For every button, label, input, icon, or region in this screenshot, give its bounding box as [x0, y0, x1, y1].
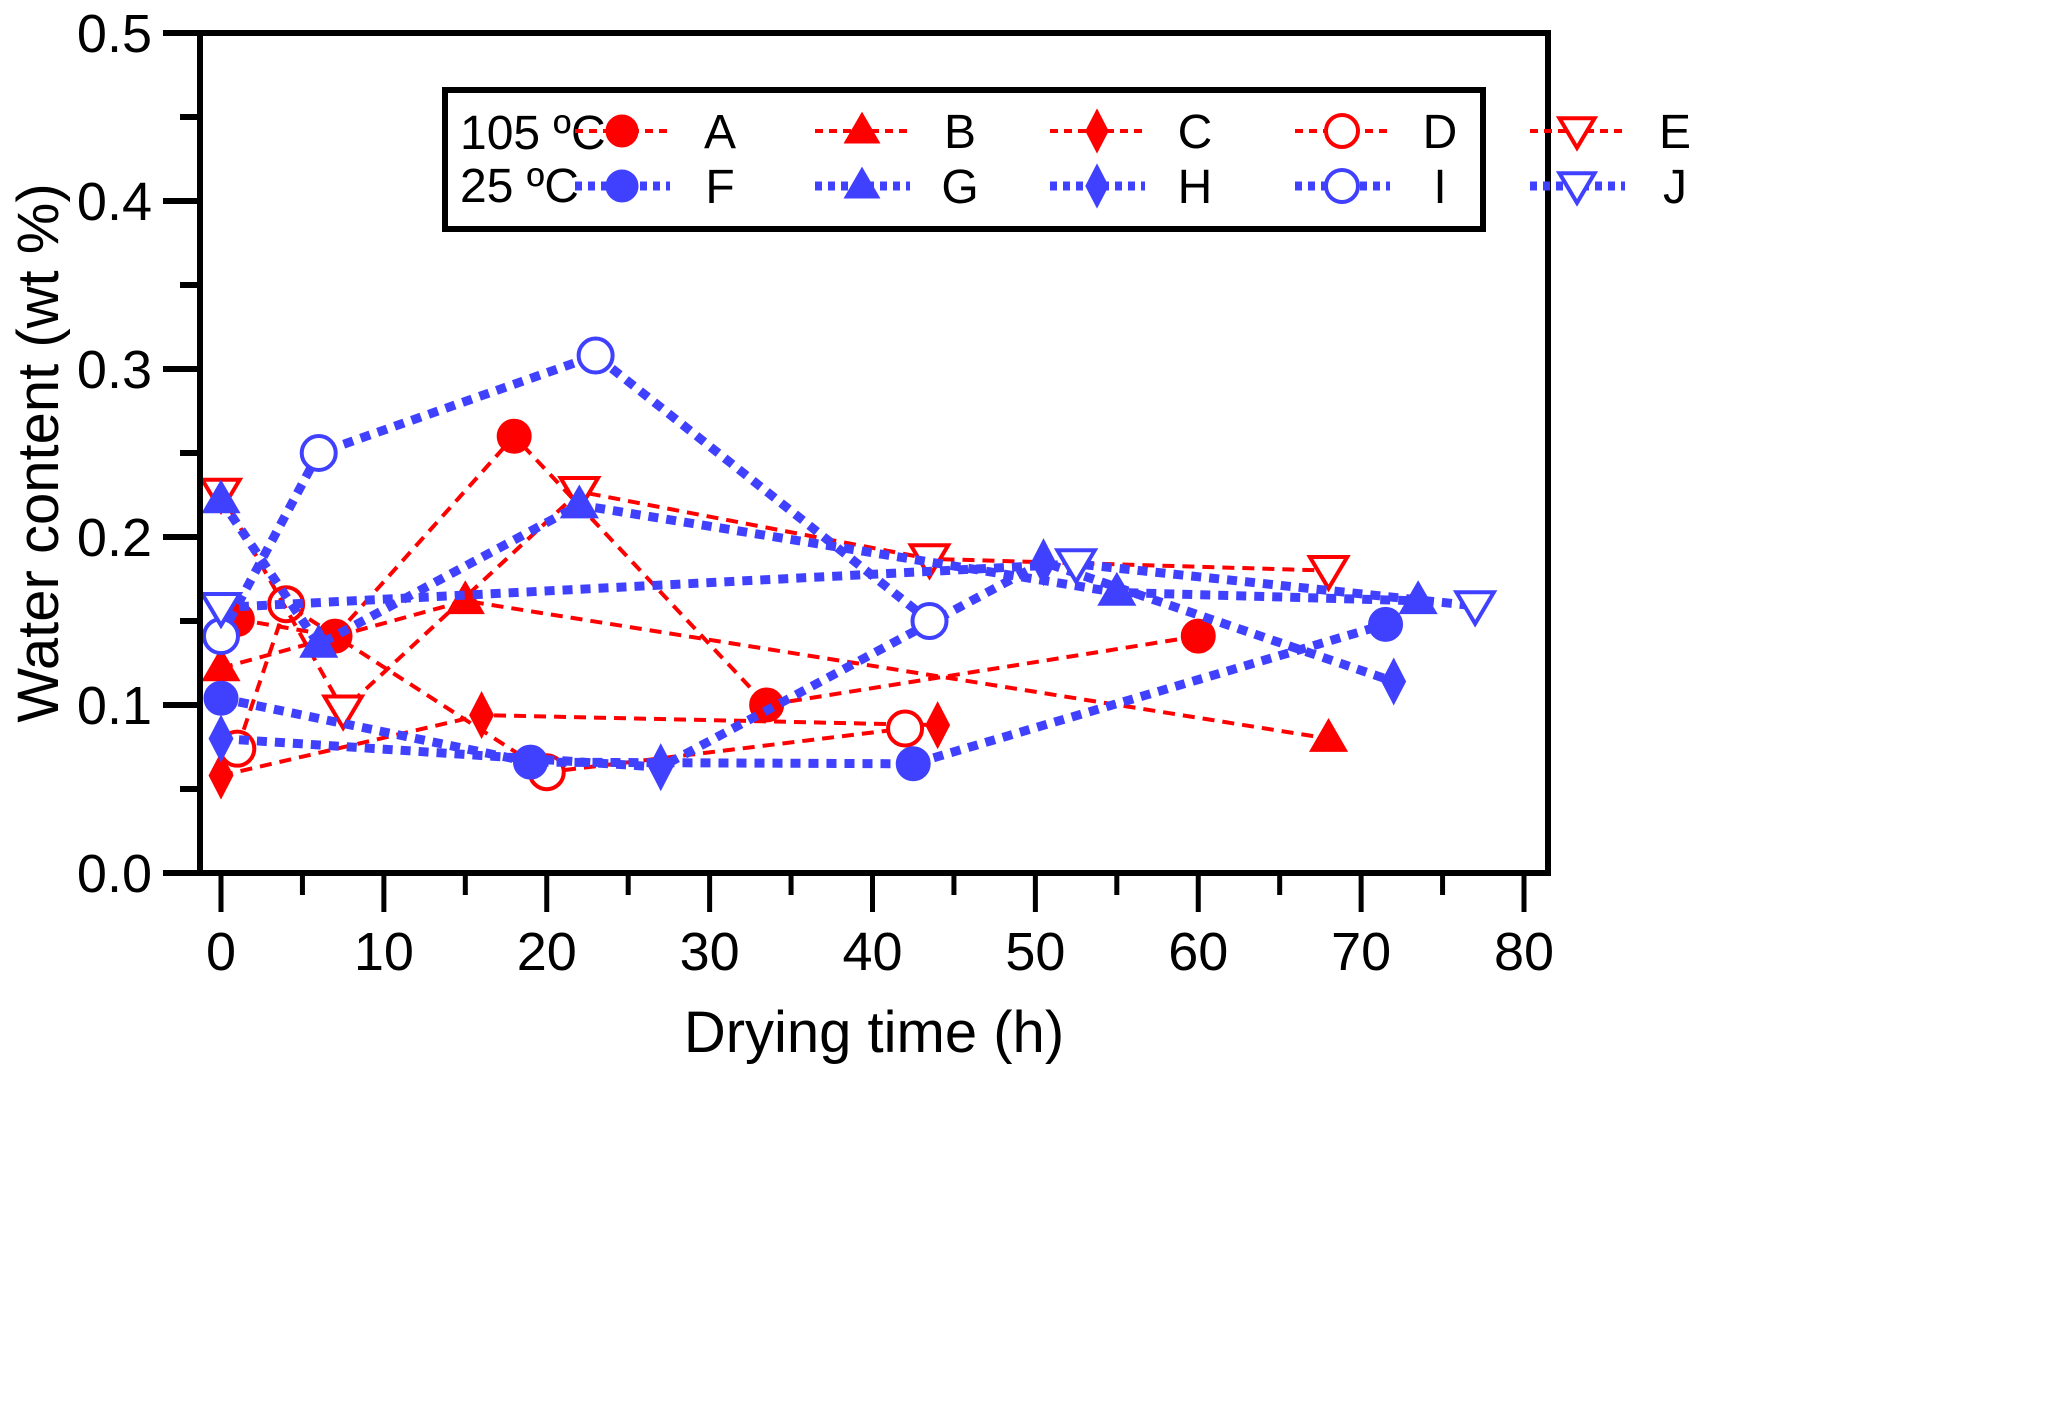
data-point-G [299, 623, 339, 658]
y-tick-label: 0.1 [77, 676, 152, 736]
series-I [202, 336, 949, 656]
data-point-H [648, 743, 674, 792]
legend-marker-F [605, 169, 639, 203]
legend-marker-I [1324, 168, 1360, 204]
series-G [201, 479, 1438, 658]
legend-entry-H: H [1050, 161, 1212, 214]
legend-entries: A B C D E F G H I J [575, 106, 1691, 214]
legend-label-I: I [1433, 161, 1446, 214]
legend-marker-G [843, 166, 881, 199]
x-tick-label: 60 [1168, 922, 1228, 982]
legend-marker-E [1555, 116, 1599, 152]
legend-marker-H [1085, 163, 1109, 209]
data-point-J [1053, 548, 1099, 586]
series-F [203, 606, 1404, 782]
data-point-F [1368, 606, 1404, 642]
y-tick-label: 0.4 [77, 172, 152, 232]
legend-group-label-cold: 25 ºC [460, 160, 579, 213]
legend-entry-C: C [1050, 106, 1212, 159]
x-tick-label: 30 [680, 922, 740, 982]
legend-entry-A: A [575, 106, 736, 159]
legend-label-A: A [704, 106, 736, 159]
legend-marker-A [605, 114, 639, 148]
series-C [208, 691, 951, 800]
data-point-H [1381, 657, 1407, 706]
data-point-G [201, 479, 241, 514]
data-point-J [1452, 590, 1498, 628]
x-tick-label: 0 [206, 922, 236, 982]
data-point-C [208, 751, 234, 800]
x-tick-label: 40 [842, 922, 902, 982]
series-line-D [235, 601, 906, 775]
legend-entry-B: B [815, 106, 976, 159]
legend-box [442, 87, 1486, 232]
series-line-J [220, 559, 1476, 613]
data-point-A [496, 418, 532, 454]
legend-entry-G: G [815, 161, 979, 214]
legend-label-G: G [941, 161, 978, 214]
series-H [208, 538, 1407, 792]
legend: 105 ºC 25 ºC A B C D E F G H I J [442, 87, 1691, 232]
legend-marker-C [1085, 108, 1109, 154]
series-A [219, 418, 1216, 723]
data-point-A [1180, 618, 1216, 654]
y-tick-label: 0.0 [77, 844, 152, 904]
legend-entry-D: D [1295, 106, 1457, 159]
y-tick-label: 0.2 [77, 508, 152, 568]
x-tick-label: 20 [517, 922, 577, 982]
x-tick-label: 70 [1331, 922, 1391, 982]
legend-label-J: J [1663, 161, 1687, 214]
data-point-I [576, 336, 615, 375]
series-layer [198, 336, 1498, 800]
data-point-D [886, 709, 925, 748]
series-line-B [220, 598, 1329, 741]
legend-entry-I: I [1295, 161, 1447, 214]
data-point-H [208, 714, 234, 763]
y-tick-label: 0.3 [77, 340, 152, 400]
series-line-F [220, 620, 1387, 769]
data-point-F [895, 746, 931, 782]
legend-label-C: C [1178, 106, 1213, 159]
y-tick-label: 0.5 [77, 4, 152, 64]
legend-marker-J [1555, 171, 1599, 207]
y-axis-title: Water content (wt %) [6, 183, 71, 722]
legend-entry-J: J [1530, 161, 1687, 214]
legend-entry-E: E [1530, 106, 1691, 159]
legend-marker-D [1324, 113, 1360, 149]
data-point-B [1308, 718, 1349, 752]
legend-group-label-hot: 105 ºC [460, 107, 606, 160]
x-axis: 0 10 20 30 40 50 60 70 80 [206, 873, 1554, 982]
legend-label-H: H [1178, 161, 1213, 214]
legend-label-F: F [705, 161, 734, 214]
data-point-C [469, 691, 495, 740]
series-J [198, 548, 1498, 630]
data-point-I [299, 434, 338, 472]
series-line-H [220, 557, 1396, 772]
data-point-H [1031, 538, 1056, 587]
data-point-I [910, 602, 949, 640]
data-point-J [198, 591, 244, 630]
x-tick-label: 50 [1005, 922, 1065, 982]
y-axis: 0.0 0.1 0.2 0.3 0.4 0.5 [77, 4, 200, 904]
data-point-E [1306, 555, 1351, 593]
x-axis-title: Drying time (h) [684, 1000, 1064, 1065]
legend-label-E: E [1659, 106, 1691, 159]
data-point-F [203, 680, 239, 716]
series-line-G [217, 497, 1419, 651]
data-point-G [559, 484, 599, 519]
legend-entry-F: F [575, 161, 735, 214]
data-point-C [925, 701, 951, 750]
data-point-E [320, 694, 366, 732]
x-tick-label: 10 [354, 922, 414, 982]
x-tick-label: 80 [1494, 922, 1554, 982]
legend-marker-B [843, 111, 881, 144]
legend-label-D: D [1423, 106, 1458, 159]
legend-label-B: B [944, 106, 976, 159]
